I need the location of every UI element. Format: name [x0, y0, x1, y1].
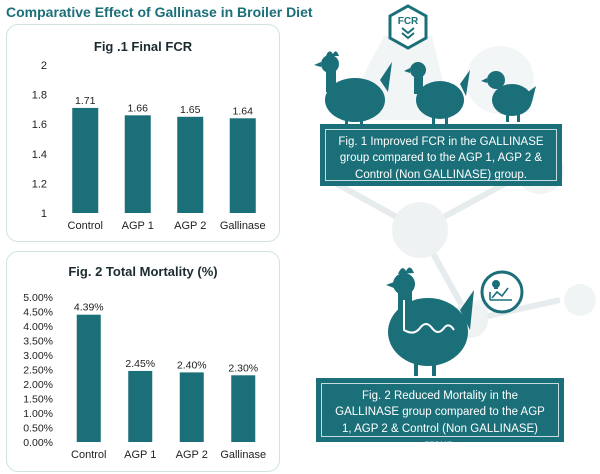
fcr-data-label: 1.64 — [233, 105, 254, 117]
fcr-category-label: Control — [68, 220, 103, 232]
fcr-chart-title: Fig .1 Final FCR — [94, 39, 193, 54]
fcr-bar — [177, 116, 204, 213]
fcr-bar — [124, 115, 151, 213]
page-title: Comparative Effect of Gallinase in Broil… — [6, 4, 313, 20]
mortality-bar — [179, 372, 204, 442]
fcr-y-tick-label: 1.4 — [32, 149, 47, 161]
mortality-data-label: 2.30% — [228, 362, 258, 374]
mortality-info-text: Fig. 2 Reduced Mortality in the GALLINAS… — [335, 390, 545, 451]
mortality-category-label: AGP 1 — [124, 449, 156, 461]
fcr-data-label: 1.71 — [75, 95, 96, 107]
fcr-category-label: AGP 1 — [122, 220, 154, 232]
mortality-y-tick-label: 5.00% — [23, 292, 53, 304]
fcr-data-label: 1.66 — [128, 102, 149, 114]
mortality-y-tick-label: 4.50% — [23, 307, 53, 319]
mortality-bar — [128, 370, 153, 442]
fcr-info-box: Fig. 1 Improved FCR in the GALLINASE gro… — [320, 124, 562, 186]
mortality-y-tick-label: 2.00% — [23, 379, 53, 391]
fcr-info-text: Fig. 1 Improved FCR in the GALLINASE gro… — [338, 136, 544, 181]
mortality-bar — [231, 375, 256, 442]
mortality-info-box: Fig. 2 Reduced Mortality in the GALLINAS… — [316, 378, 564, 451]
mortality-y-tick-label: 1.50% — [23, 394, 53, 406]
fcr-bar — [229, 118, 256, 213]
mortality-data-label: 2.45% — [125, 358, 155, 370]
mortality-bar — [76, 314, 101, 442]
fcr-bar — [72, 107, 99, 213]
mortality-y-tick-label: 3.50% — [23, 336, 53, 348]
mortality-category-label: Gallinase — [220, 449, 266, 461]
mortality-chart-title: Fig. 2 Total Mortality (%) — [68, 264, 217, 279]
mortality-y-tick-label: 2.50% — [23, 365, 53, 377]
fcr-y-tick-label: 1.6 — [32, 119, 47, 131]
fcr-category-label: AGP 2 — [174, 220, 206, 232]
fcr-y-tick-label: 1.8 — [32, 90, 47, 102]
mortality-data-label: 4.39% — [74, 302, 104, 314]
mortality-category-label: Control — [71, 449, 106, 461]
fcr-bar-chart: Fig .1 Final FCR 1 1.2 1.4 1.6 1.8 2 1.71 Contro… — [32, 39, 266, 232]
mortality-y-tick-label: 0.00% — [23, 437, 53, 449]
mortality-category-label: AGP 2 — [176, 449, 208, 461]
fcr-y-tick-label: 2 — [41, 60, 47, 72]
fcr-chart-panel: Fig .1 Final FCR 1 1.2 1.4 1.6 1.8 2 1.71 Contro… — [6, 24, 280, 242]
mortality-data-label: 2.40% — [177, 359, 207, 371]
mortality-chart-panel: Fig. 2 Total Mortality (%) 0.00% 0.50% 1.00… — [6, 251, 280, 472]
mortality-y-tick-label: 0.50% — [23, 423, 53, 435]
fcr-y-tick-label: 1 — [41, 208, 47, 220]
mortality-bar-chart: Fig. 2 Total Mortality (%) 0.00% 0.50% 1.00… — [23, 264, 266, 461]
fcr-y-tick-label: 1.2 — [32, 178, 47, 190]
mortality-y-tick-label: 4.00% — [23, 321, 53, 333]
fcr-category-label: Gallinase — [220, 220, 266, 232]
mortality-y-tick-label: 1.00% — [23, 408, 53, 420]
fcr-data-label: 1.65 — [180, 104, 201, 116]
mortality-y-tick-label: 3.00% — [23, 350, 53, 362]
